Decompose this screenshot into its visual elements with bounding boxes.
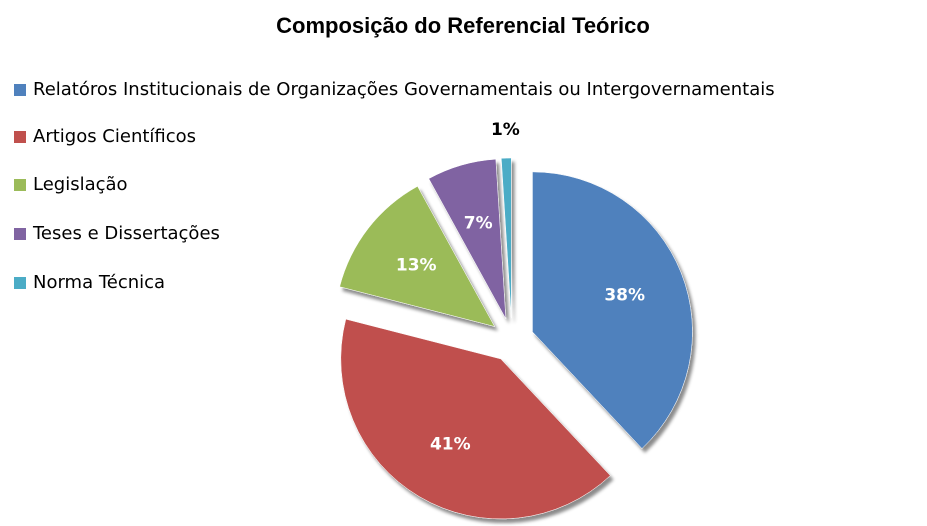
legend-swatch [14, 228, 26, 240]
legend-label: Norma Técnica [33, 272, 165, 293]
legend-label: Teses e Dissertações [32, 223, 220, 244]
pie-slice [339, 185, 496, 327]
legend-swatch [14, 179, 26, 191]
pie-slice [500, 157, 512, 319]
data-label: 41% [430, 434, 471, 454]
pie [339, 157, 693, 520]
legend-swatch [14, 277, 26, 289]
data-label: 38% [604, 285, 645, 305]
legend-label: Artigos Científicos [33, 126, 196, 147]
legend-swatch [14, 84, 26, 96]
data-label: 7% [464, 214, 493, 234]
legend-label: Relatóros Institucionais de Organizações… [33, 79, 775, 100]
data-label: 13% [396, 256, 437, 276]
pie-slice [428, 158, 507, 319]
pie-slice [340, 318, 611, 520]
pie-slice [532, 171, 693, 449]
chart-title: Composição do Referencial Teórico [276, 13, 650, 38]
data-label: 1% [491, 120, 520, 140]
legend-label: Legislação [33, 174, 128, 195]
legend-swatch [14, 131, 26, 143]
